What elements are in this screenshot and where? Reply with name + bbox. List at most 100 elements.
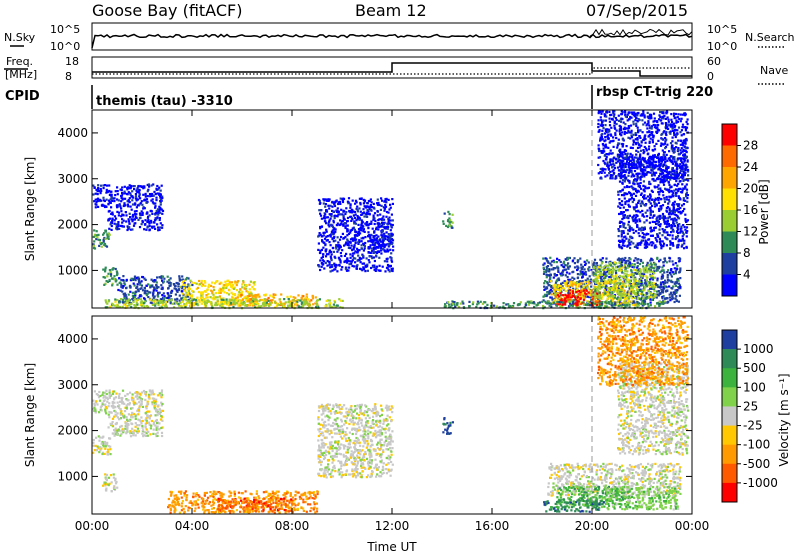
power-echo-cell [609,278,612,281]
power-echo-cell [104,268,107,271]
power-echo-cell [442,222,445,225]
power-echo-cell [603,275,606,278]
power-echo-cell [668,211,671,214]
power-echo-cell [205,304,208,307]
power-echo-cell [373,231,376,234]
power-echo-cell [619,225,622,228]
power-echo-cell [619,258,622,261]
power-echo-cell [620,233,623,236]
power-echo-cell [670,231,673,234]
power-echo-cell [635,205,638,208]
power-echo-cell [128,212,131,215]
power-echo-cell [354,236,357,239]
power-echo-cell [663,257,666,260]
power-echo-cell [300,303,303,306]
power-echo-cell [607,264,610,267]
power-echo-cell [349,247,352,250]
power-echo-cell [624,201,627,204]
power-echo-cell [220,281,223,284]
power-scatter-region [597,110,690,181]
power-echo-cell [628,181,631,184]
power-echo-cell [319,233,322,236]
power-echo-cell [628,293,631,296]
power-echo-cell [137,297,140,300]
power-echo-cell [592,291,595,294]
power-echo-cell [635,281,638,284]
power-echo-cell [129,193,132,196]
power-echo-cell [600,266,603,269]
power-echo-cell [317,242,320,245]
power-echo-cell [677,282,681,285]
power-echo-cell [627,163,630,166]
power-echo-cell [323,220,327,223]
power-echo-cell [668,225,671,228]
power-echo-cell [377,224,380,227]
power-echo-cell [599,287,602,290]
power-echo-cell [304,296,307,300]
power-echo-cell [148,222,151,225]
power-echo-cell [609,276,613,279]
power-echo-cell [641,261,644,264]
power-echo-cell [135,297,138,301]
power-echo-cell [643,282,646,285]
power-echo-cell [144,223,147,226]
power-echo-cell [104,229,107,232]
power-echo-cell [339,252,342,255]
power-echo-cell [362,242,365,245]
power-echo-cell [315,304,318,307]
power-echo-cell [226,303,229,306]
power-echo-cell [372,236,375,239]
power-echo-cell [679,212,682,215]
power-echo-cell [626,300,629,303]
power-echo-cell [270,299,273,302]
power-echo-cell [549,296,552,299]
power-echo-cell [316,299,320,302]
power-echo-cell [111,268,114,271]
power-echo-cell [681,231,685,234]
power-echo-cell [157,286,160,289]
power-echo-cell [554,267,557,270]
power-echo-cell [211,297,214,300]
power-echo-cell [646,215,649,218]
power-echo-cell [243,302,246,305]
power-echo-cell [624,264,627,267]
power-echo-cell [373,266,376,269]
power-echo-cell [361,212,364,215]
power-echo-cell [632,206,635,209]
power-echo-cell [130,305,133,309]
power-echo-cell [118,204,121,207]
power-echo-cell [369,208,373,211]
power-echo-cell [120,200,123,203]
power-echo-cell [304,303,307,306]
power-echo-cell [106,184,109,187]
power-echo-cell [161,196,164,200]
power-echo-cell [360,257,363,260]
power-echo-cell [674,281,677,284]
power-echo-cell [682,175,685,178]
power-echo-cell [649,262,652,265]
power-echo-cell [190,305,193,308]
power-echo-cell [340,268,343,271]
power-echo-cell [669,273,672,276]
power-echo-cell [681,161,684,164]
power-echo-cell [134,290,137,293]
power-echo-cell [116,299,119,302]
power-echo-cell [319,225,322,229]
power-echo-cell [624,171,627,174]
power-echo-cell [178,294,181,297]
power-echo-cell [598,273,601,277]
power-echo-cell [320,265,323,268]
power-echo-cell [368,255,371,258]
power-echo-cell [373,246,376,249]
power-echo-cell [248,292,251,295]
power-echo-cell [228,298,231,301]
power-echo-cell [376,251,379,255]
power-echo-cell [555,288,558,291]
power-echo-cell [181,287,184,290]
power-echo-cell [353,237,356,240]
power-echo-cell [679,257,682,261]
power-echo-cell [638,262,641,266]
power-echo-cell [220,298,223,301]
power-echo-cell [617,282,620,285]
power-echo-cell [644,296,647,299]
